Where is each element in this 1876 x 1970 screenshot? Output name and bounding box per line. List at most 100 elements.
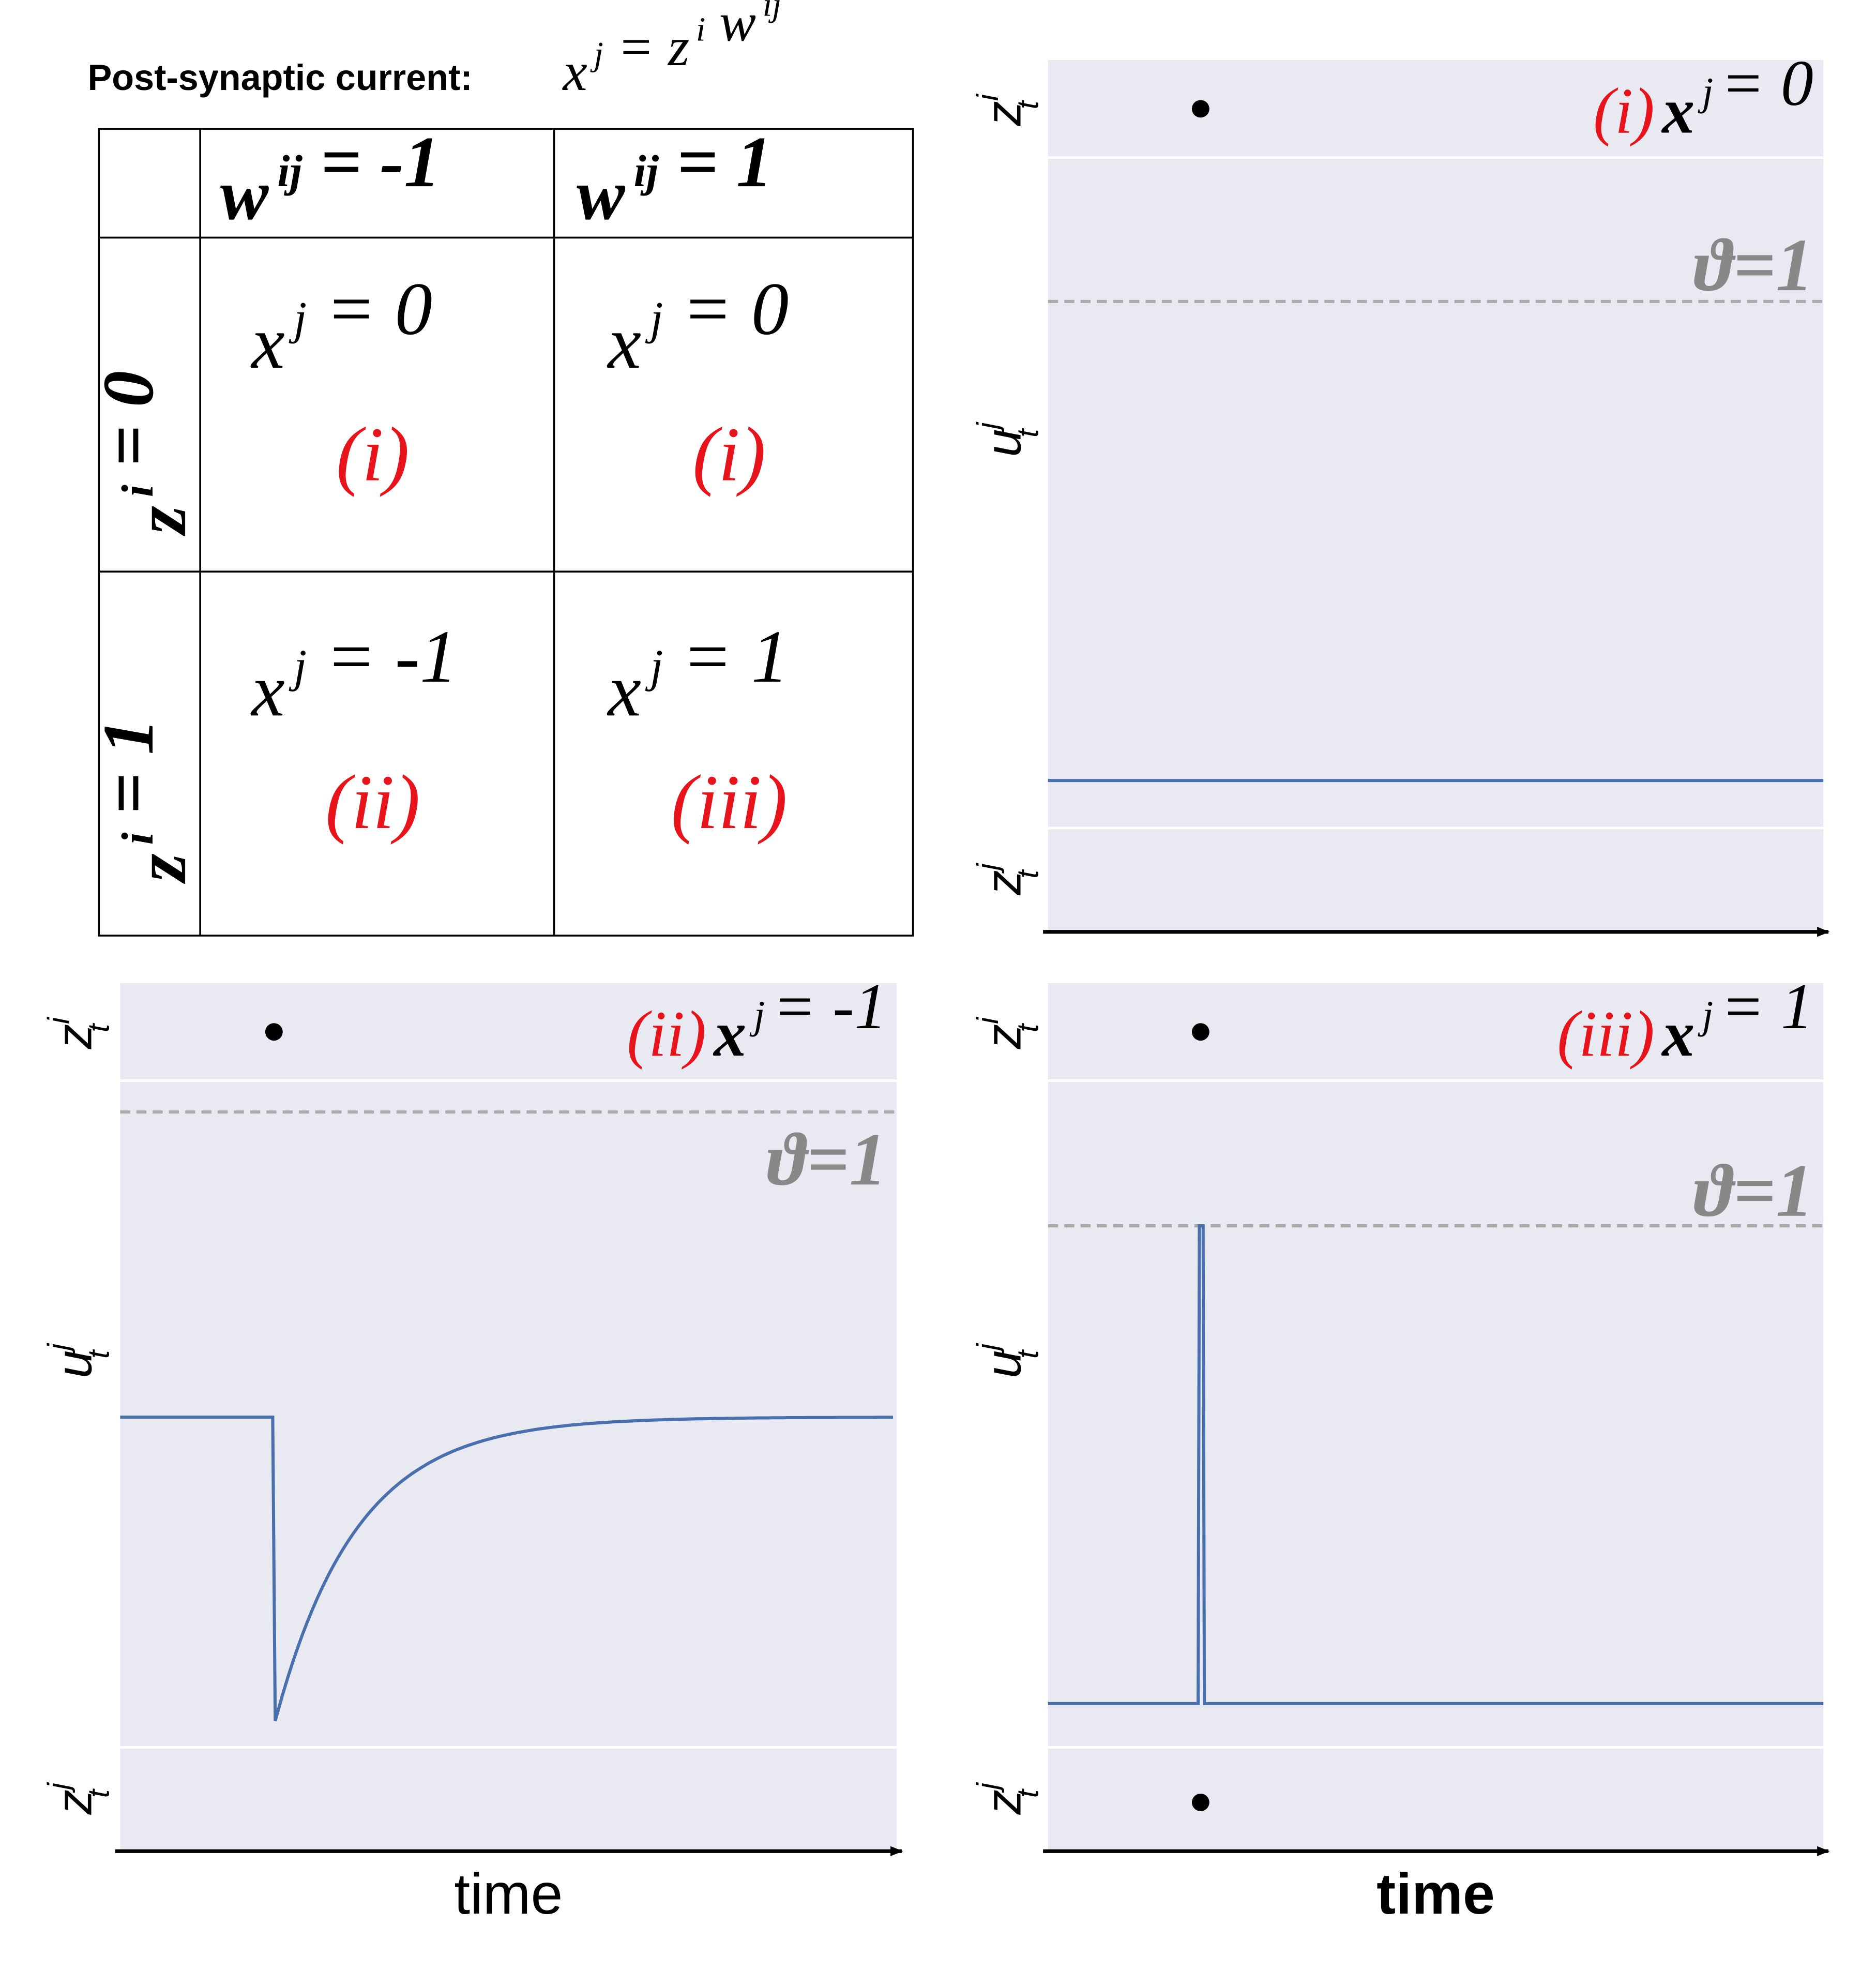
superscript: i: [42, 1016, 75, 1024]
subscript: t: [1011, 1349, 1045, 1359]
label-base: z: [47, 1789, 102, 1815]
panel-case: (ii): [627, 998, 706, 1070]
formula-part: = 0: [682, 268, 789, 351]
formula-part: x: [250, 649, 284, 732]
formula-part: z: [121, 853, 201, 884]
superscript: j: [645, 293, 663, 344]
superscript: i: [696, 10, 705, 48]
formula-part: x: [250, 302, 284, 384]
label-base: u: [47, 1350, 102, 1378]
cell-case: (i): [336, 412, 410, 498]
formula-part: = 1: [88, 718, 169, 814]
superscript: i: [113, 485, 162, 497]
cell-formula: x j = 1: [607, 615, 789, 732]
axis-label: ujt: [42, 1343, 115, 1378]
superscript: i: [971, 1016, 1005, 1024]
axis-label: zit: [971, 93, 1045, 126]
formula-part: x: [713, 998, 746, 1070]
x-axis-label: time: [1376, 1861, 1495, 1926]
label-base: z: [976, 101, 1032, 126]
panel-case: (iii): [1557, 998, 1655, 1070]
cell-formula: x j = -1: [250, 615, 457, 732]
threshold-label: ϑ=1: [1693, 224, 1813, 307]
formula-part: w: [577, 155, 626, 235]
column-header: w ij = -1: [220, 122, 441, 235]
table-grid: [98, 128, 914, 937]
superscript: j: [589, 35, 603, 73]
row-header: zi = 1: [88, 718, 201, 884]
subscript: t: [82, 1788, 116, 1798]
threshold-label: ϑ=1: [767, 1118, 887, 1201]
cell-case: (iii): [671, 759, 788, 845]
superscript: ij: [277, 146, 302, 196]
subscript: t: [1011, 428, 1045, 438]
cell-case: (ii): [325, 759, 420, 845]
formula-part: x: [607, 302, 641, 384]
subscript: t: [1011, 99, 1045, 109]
input-spike: [265, 1023, 283, 1041]
subscript: t: [1011, 1022, 1045, 1032]
membrane-trace: [120, 1416, 893, 1722]
superscript: j: [289, 293, 307, 344]
membrane-trace: [1048, 1224, 1824, 1705]
formula-part: = 0: [1721, 48, 1813, 119]
label-base: z: [976, 870, 1032, 895]
label-base: z: [976, 1789, 1032, 1815]
formula-part: x: [562, 41, 587, 102]
axis-label: zjt: [971, 1782, 1045, 1815]
axis-label: zjt: [42, 1782, 115, 1815]
threshold-label: ϑ=1: [1693, 1150, 1813, 1232]
formula-part: w: [220, 155, 269, 235]
formula-part: = -1: [325, 615, 457, 698]
column-header: w ij = 1: [577, 122, 773, 235]
axis-label: ujt: [971, 1343, 1045, 1378]
row-header: zi = 0: [88, 371, 201, 536]
formula-part: = 0: [88, 371, 169, 467]
input-spike: [1191, 1023, 1209, 1041]
superscript: j: [289, 641, 307, 692]
x-axis-label: time: [454, 1861, 563, 1926]
formula-part: = -1: [773, 971, 887, 1043]
formula-part: x: [1661, 75, 1695, 147]
axis-label: zit: [42, 1016, 115, 1049]
formula-part: = -1: [321, 122, 441, 202]
formula-part: = 0: [325, 268, 432, 351]
formula-part: = 1: [682, 615, 789, 698]
superscript: i: [971, 93, 1005, 101]
subscript: t: [82, 1349, 116, 1359]
input-spike: [1191, 100, 1209, 118]
superscript: i: [113, 832, 162, 845]
panel-background: [1048, 983, 1824, 1852]
cell-formula: x j = 0: [250, 268, 432, 384]
formula-part: x: [1661, 998, 1695, 1070]
panel-case: (i): [1593, 75, 1655, 147]
panel-background: [1048, 60, 1824, 932]
subscript: t: [1011, 869, 1045, 879]
formula-part: w: [719, 0, 756, 53]
panel-heading: (ii) x j = -1: [627, 971, 887, 1070]
formula-part: = 1: [677, 122, 773, 202]
subscript: t: [82, 1022, 116, 1032]
formula-part: = z: [617, 17, 689, 78]
label-base: z: [976, 1024, 1032, 1049]
superscript: j: [645, 641, 663, 692]
output-spike: [1191, 1794, 1209, 1811]
axis-label: ujt: [971, 422, 1045, 457]
label-base: z: [47, 1024, 102, 1049]
axis-label: zjt: [971, 862, 1045, 895]
superscript: ij: [763, 0, 782, 23]
title-formula: x j = z i w ij: [562, 0, 781, 102]
superscript: ij: [633, 146, 659, 196]
subscript: t: [1011, 1788, 1045, 1798]
formula-part: x: [607, 649, 641, 732]
formula-part: = 1: [1721, 971, 1813, 1043]
label-base: u: [976, 1350, 1032, 1378]
title-label: Post-synaptic current:: [87, 57, 472, 98]
formula-part: z: [121, 506, 201, 536]
cell-case: (i): [692, 412, 766, 498]
cell-formula: x j = 0: [607, 268, 789, 384]
axis-label: zit: [971, 1016, 1045, 1049]
label-base: u: [976, 429, 1032, 457]
